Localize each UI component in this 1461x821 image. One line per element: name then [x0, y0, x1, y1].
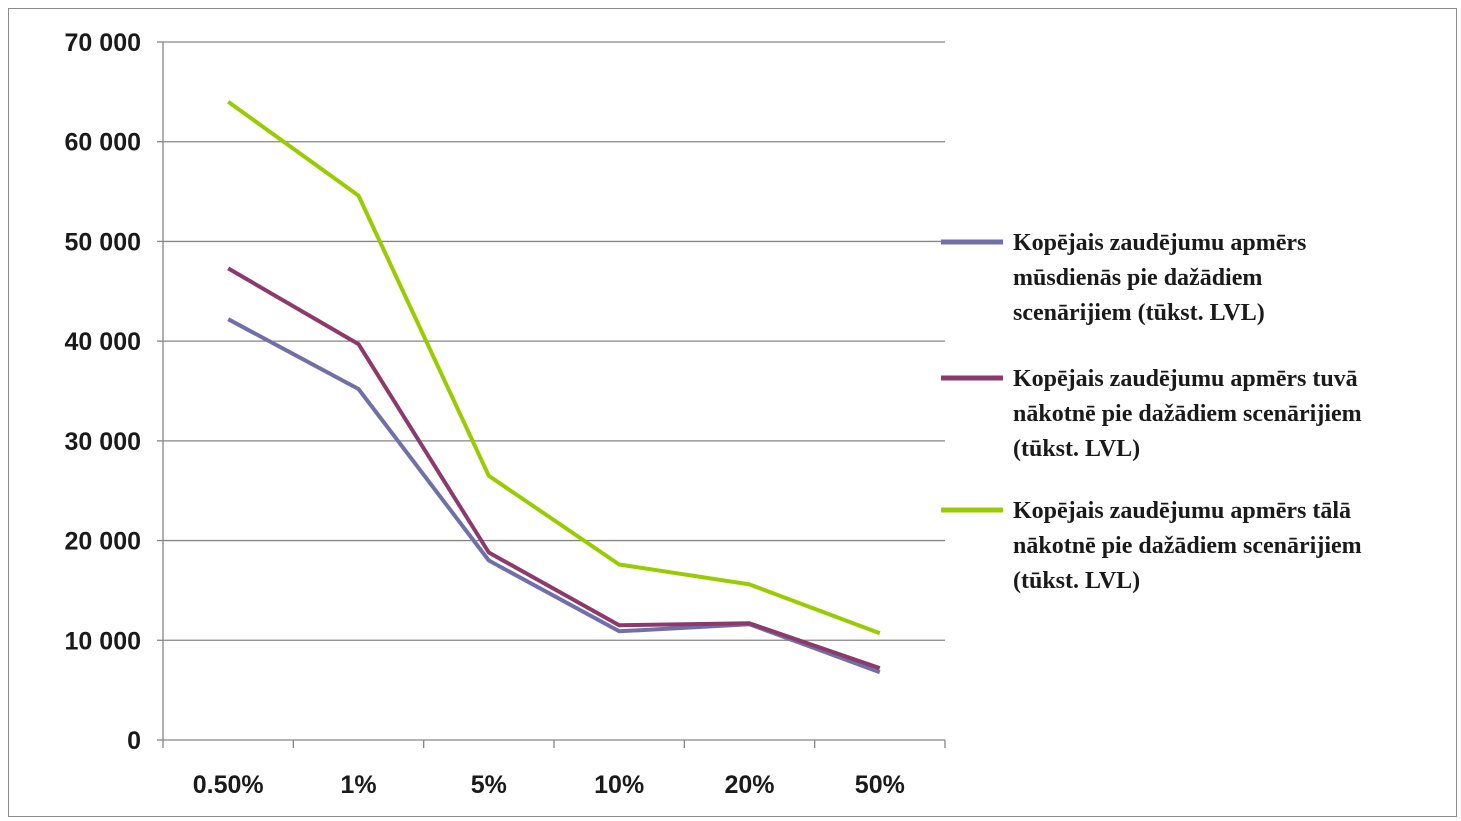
- chart-frame: [8, 8, 1457, 817]
- series-line-2: [227, 266, 881, 671]
- x-tick-label: 1%: [340, 771, 376, 799]
- x-tick-label: 5%: [471, 771, 507, 799]
- y-tick-label: 60 000: [65, 129, 141, 157]
- y-tick-label: 0: [127, 727, 141, 755]
- axes: 0 10 000 20 000 30 000 40 000 50 000 60 000 70 …: [65, 29, 946, 799]
- legend-item-3: Kopējais zaudējumu apmērs tālā nākotnē pi…: [941, 498, 1362, 594]
- legend-item-1: Kopējais zaudējumu apmērs mūsdienās pie d…: [941, 230, 1306, 326]
- legend-label-line: (tūkst. LVL): [1013, 436, 1140, 462]
- legend: Kopējais zaudējumu apmērs mūsdienās pie d…: [941, 230, 1362, 594]
- x-tick-label: 20%: [724, 771, 774, 799]
- legend-label-line: Kopējais zaudējumu apmērs tālā: [1013, 498, 1351, 524]
- series-line-3: [227, 100, 881, 636]
- legend-label-line: nākotnē pie dažādiem scenārijiem: [1013, 533, 1362, 559]
- y-tick-label: 50 000: [65, 228, 141, 256]
- series-lines: [227, 100, 881, 675]
- x-tick-label: 0.50%: [193, 771, 264, 799]
- legend-label-line: Kopējais zaudējumu apmērs tuvā: [1013, 366, 1358, 392]
- legend-label-line: nākotnē pie dažādiem scenārijiem: [1013, 401, 1362, 427]
- y-tick-label: 30 000: [65, 428, 141, 456]
- y-tick-label: 40 000: [65, 328, 141, 356]
- y-tick-label: 10 000: [65, 627, 141, 655]
- x-tick-label: 50%: [855, 771, 905, 799]
- legend-label-line: (tūkst. LVL): [1013, 568, 1140, 594]
- y-tick-label: 70 000: [65, 29, 141, 57]
- legend-item-2: Kopējais zaudējumu apmērs tuvā nākotnē pi…: [941, 366, 1362, 462]
- gridlines: [163, 41, 945, 641]
- legend-label-line: mūsdienās pie dažādiem: [1013, 265, 1262, 291]
- legend-label-line: scenārijiem (tūkst. LVL): [1013, 300, 1265, 326]
- legend-label-line: Kopējais zaudējumu apmērs: [1013, 230, 1306, 256]
- y-tick-label: 20 000: [65, 528, 141, 556]
- series-line-1: [227, 317, 881, 675]
- x-tick-label: 10%: [594, 771, 644, 799]
